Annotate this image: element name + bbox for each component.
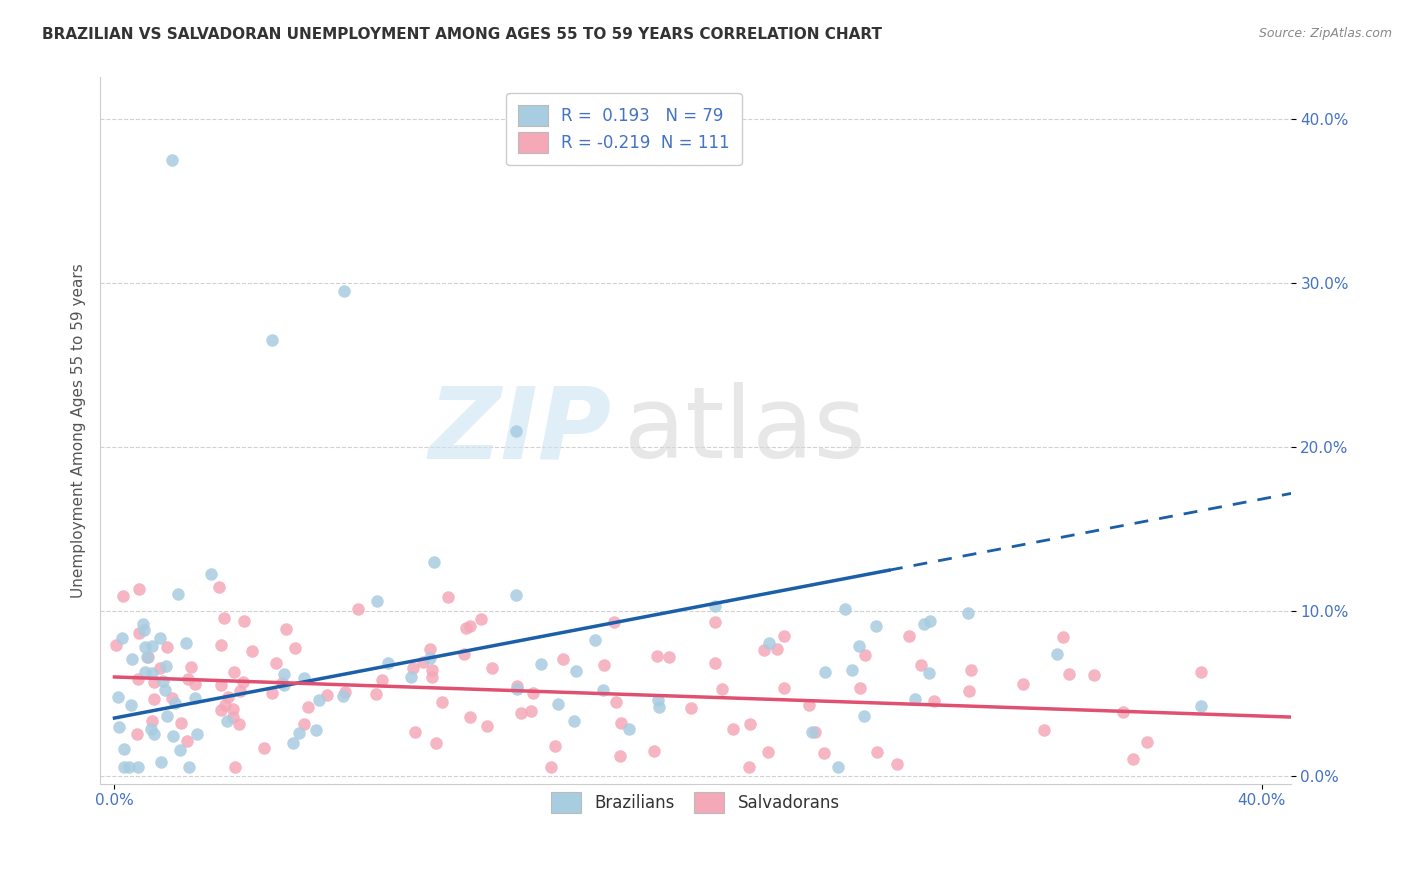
- Text: Source: ZipAtlas.com: Source: ZipAtlas.com: [1258, 27, 1392, 40]
- Y-axis label: Unemployment Among Ages 55 to 59 years: Unemployment Among Ages 55 to 59 years: [72, 263, 86, 598]
- Legend: Brazilians, Salvadorans: Brazilians, Salvadorans: [538, 780, 852, 825]
- Text: ZIP: ZIP: [429, 382, 612, 479]
- Text: atlas: atlas: [624, 382, 866, 479]
- Text: BRAZILIAN VS SALVADORAN UNEMPLOYMENT AMONG AGES 55 TO 59 YEARS CORRELATION CHART: BRAZILIAN VS SALVADORAN UNEMPLOYMENT AMO…: [42, 27, 882, 42]
